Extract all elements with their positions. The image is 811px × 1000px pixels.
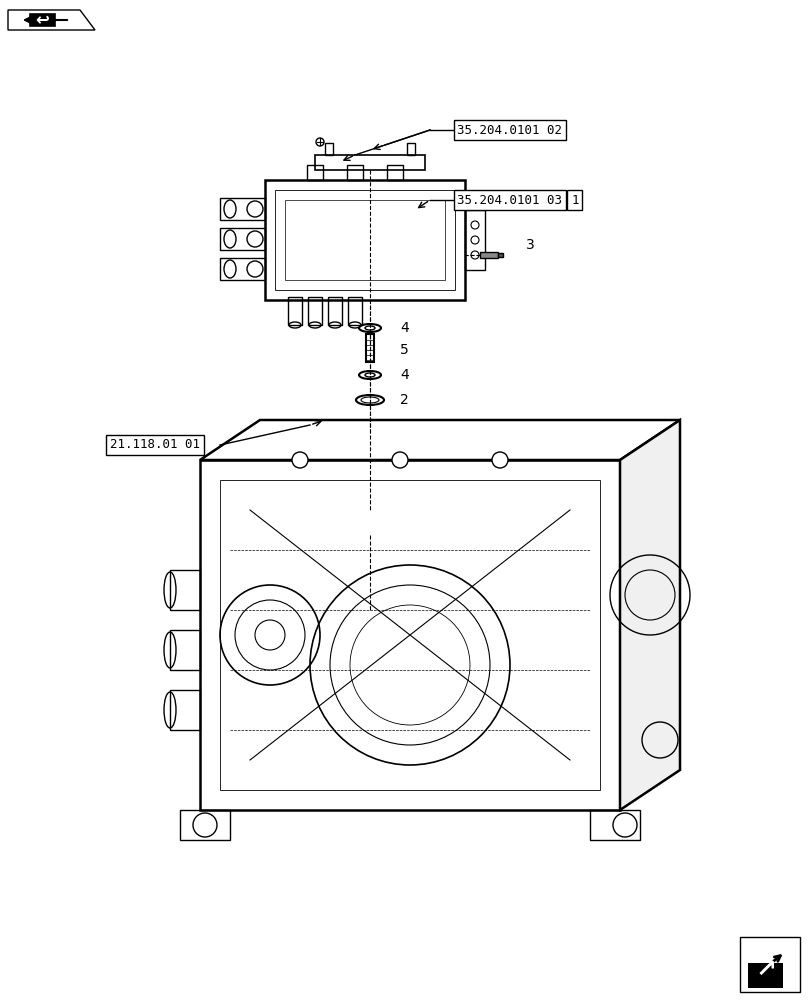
Bar xyxy=(30,14,55,26)
Bar xyxy=(387,165,402,180)
Text: ↗: ↗ xyxy=(754,958,775,982)
Bar xyxy=(739,937,799,992)
Bar xyxy=(479,252,497,258)
Text: 35.204.0101 02: 35.204.0101 02 xyxy=(457,124,562,137)
Bar xyxy=(315,155,424,170)
Bar xyxy=(465,210,484,270)
Bar xyxy=(590,810,639,840)
Bar xyxy=(220,198,264,220)
Bar xyxy=(366,334,374,362)
Polygon shape xyxy=(8,10,95,30)
Bar xyxy=(169,690,200,730)
Bar xyxy=(497,253,502,257)
Bar xyxy=(307,297,322,325)
Text: 21.118.01 01: 21.118.01 01 xyxy=(109,438,200,452)
Polygon shape xyxy=(200,420,679,460)
Bar xyxy=(406,143,414,155)
Bar xyxy=(275,190,454,290)
Bar xyxy=(747,963,782,988)
Text: 4: 4 xyxy=(400,321,408,335)
Bar xyxy=(264,180,465,300)
Polygon shape xyxy=(620,420,679,810)
Bar xyxy=(328,297,341,325)
Bar xyxy=(346,165,363,180)
Bar xyxy=(180,810,230,840)
Bar xyxy=(169,630,200,670)
Bar xyxy=(200,460,620,810)
Text: 4: 4 xyxy=(400,368,408,382)
Bar xyxy=(348,297,362,325)
Text: 35.204.0101 03: 35.204.0101 03 xyxy=(457,194,562,207)
Text: ↩: ↩ xyxy=(35,11,49,29)
Bar xyxy=(220,480,599,790)
Bar xyxy=(169,570,200,610)
Circle shape xyxy=(392,452,407,468)
Bar xyxy=(307,165,323,180)
Text: 3: 3 xyxy=(525,238,534,252)
Text: 2: 2 xyxy=(400,393,408,407)
Text: 5: 5 xyxy=(400,343,408,357)
Bar xyxy=(220,258,264,280)
Text: 1: 1 xyxy=(571,194,578,207)
Bar xyxy=(288,297,302,325)
Bar xyxy=(220,228,264,250)
Circle shape xyxy=(292,452,307,468)
Circle shape xyxy=(491,452,508,468)
Bar xyxy=(324,143,333,155)
Bar xyxy=(285,200,444,280)
